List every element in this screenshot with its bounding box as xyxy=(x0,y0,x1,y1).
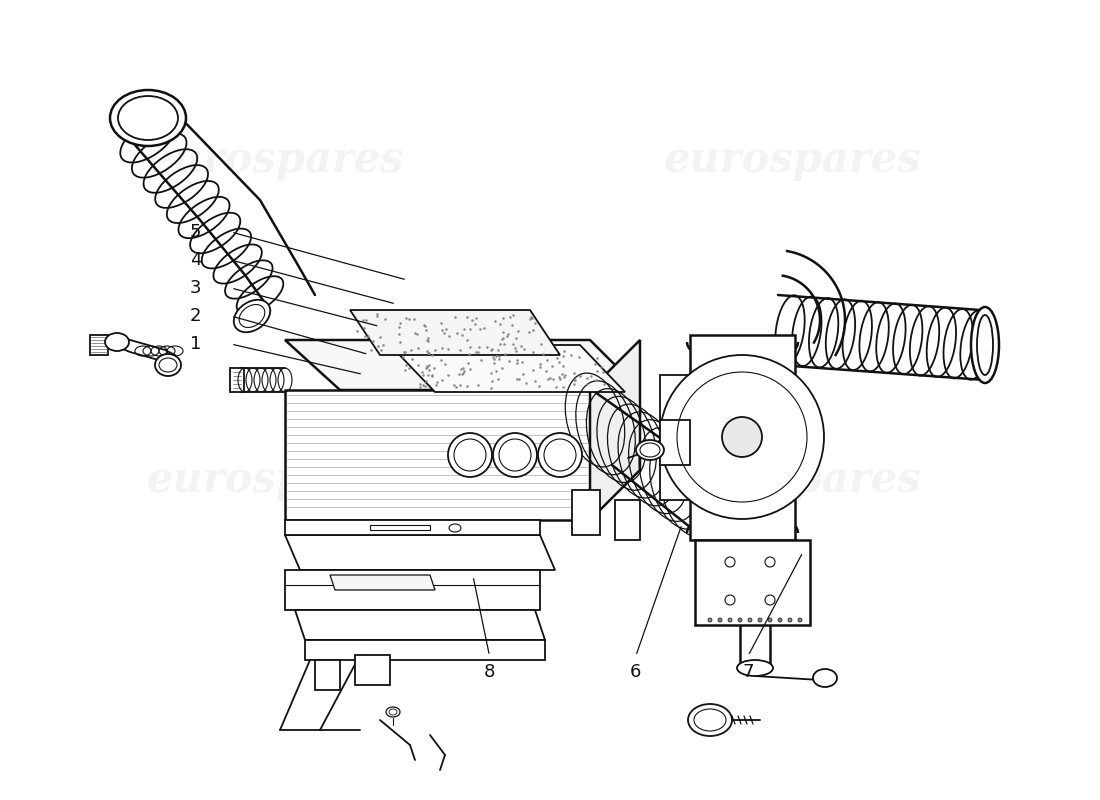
Ellipse shape xyxy=(971,307,999,383)
Text: 4: 4 xyxy=(190,251,201,269)
Polygon shape xyxy=(230,368,244,392)
Ellipse shape xyxy=(104,333,129,351)
Text: 2: 2 xyxy=(190,307,201,325)
Polygon shape xyxy=(370,525,430,530)
Polygon shape xyxy=(305,640,544,660)
Ellipse shape xyxy=(660,355,824,519)
Ellipse shape xyxy=(155,354,182,376)
Text: 3: 3 xyxy=(190,279,201,297)
Ellipse shape xyxy=(449,524,461,532)
Polygon shape xyxy=(350,310,560,355)
Text: eurospares: eurospares xyxy=(663,139,921,181)
Ellipse shape xyxy=(493,433,537,477)
Ellipse shape xyxy=(718,618,722,622)
Ellipse shape xyxy=(538,433,582,477)
Ellipse shape xyxy=(728,618,732,622)
Polygon shape xyxy=(285,520,540,535)
Ellipse shape xyxy=(688,704,732,736)
Text: eurospares: eurospares xyxy=(663,459,921,501)
Text: 7: 7 xyxy=(742,663,754,681)
Ellipse shape xyxy=(636,440,664,460)
Polygon shape xyxy=(285,570,540,610)
Polygon shape xyxy=(690,335,795,540)
Ellipse shape xyxy=(738,618,742,622)
Polygon shape xyxy=(695,540,810,625)
Ellipse shape xyxy=(708,618,712,622)
Ellipse shape xyxy=(788,618,792,622)
Ellipse shape xyxy=(386,707,400,717)
Ellipse shape xyxy=(737,660,773,676)
Ellipse shape xyxy=(234,300,271,332)
Ellipse shape xyxy=(448,433,492,477)
Ellipse shape xyxy=(778,618,782,622)
Text: 6: 6 xyxy=(630,663,641,681)
Ellipse shape xyxy=(110,90,186,146)
Polygon shape xyxy=(660,375,695,500)
Polygon shape xyxy=(90,335,108,355)
Text: 1: 1 xyxy=(190,335,201,353)
Ellipse shape xyxy=(748,618,752,622)
Text: eurospares: eurospares xyxy=(146,139,404,181)
Ellipse shape xyxy=(758,618,762,622)
Ellipse shape xyxy=(798,618,802,622)
Polygon shape xyxy=(315,660,340,690)
Polygon shape xyxy=(330,575,434,590)
Ellipse shape xyxy=(722,417,762,457)
Polygon shape xyxy=(355,655,390,685)
Polygon shape xyxy=(660,420,690,465)
Polygon shape xyxy=(615,500,640,540)
Polygon shape xyxy=(295,610,544,640)
Polygon shape xyxy=(572,490,600,535)
Polygon shape xyxy=(285,535,556,570)
Text: 8: 8 xyxy=(484,663,495,681)
Ellipse shape xyxy=(768,618,772,622)
Polygon shape xyxy=(590,340,640,520)
Polygon shape xyxy=(285,340,640,390)
Polygon shape xyxy=(390,345,625,392)
Polygon shape xyxy=(285,390,590,520)
Ellipse shape xyxy=(813,669,837,687)
Text: 5: 5 xyxy=(190,223,201,241)
Text: eurospares: eurospares xyxy=(146,459,404,501)
